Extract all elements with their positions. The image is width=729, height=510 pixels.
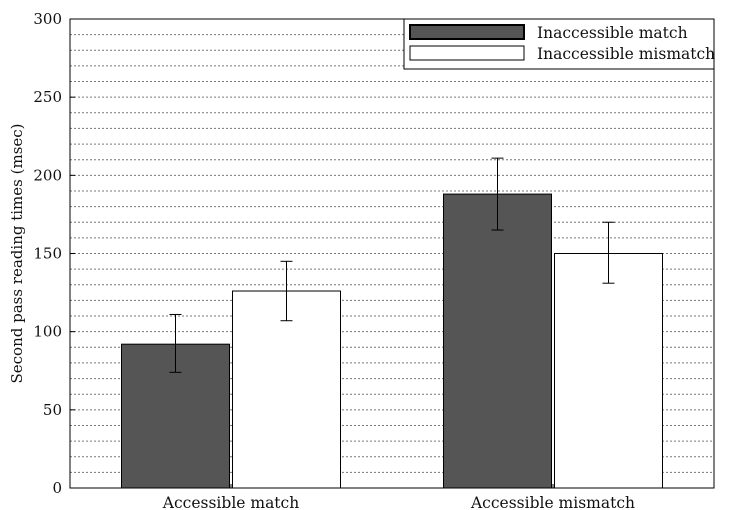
- legend-swatch: [410, 25, 524, 39]
- bar: [444, 194, 552, 488]
- y-axis-label: Second pass reading times (msec): [8, 123, 26, 383]
- legend-label: Inaccessible mismatch: [537, 45, 715, 63]
- y-tick-label: 100: [33, 323, 62, 341]
- legend-swatch: [410, 46, 524, 60]
- legend: Inaccessible match Inaccessible mismatch: [404, 19, 715, 69]
- bar: [555, 254, 663, 489]
- y-axis-ticks: 0 50 100 150 200 250 300: [33, 10, 75, 497]
- x-tick-label: Accessible match: [162, 494, 299, 510]
- y-tick-label: 50: [43, 401, 62, 419]
- y-tick-label: 250: [33, 88, 62, 106]
- y-tick-label: 150: [33, 245, 62, 263]
- x-tick-label: Accessible mismatch: [470, 494, 635, 510]
- y-tick-label: 0: [52, 479, 62, 497]
- legend-label: Inaccessible match: [537, 24, 688, 42]
- y-tick-label: 300: [33, 10, 62, 28]
- y-tick-label: 200: [33, 166, 62, 184]
